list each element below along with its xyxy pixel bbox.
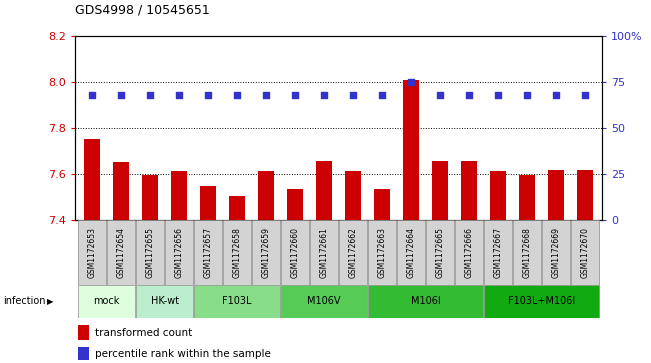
Point xyxy=(406,79,416,85)
FancyBboxPatch shape xyxy=(397,220,425,285)
Bar xyxy=(171,171,187,220)
FancyBboxPatch shape xyxy=(513,220,541,285)
FancyBboxPatch shape xyxy=(339,220,367,285)
FancyBboxPatch shape xyxy=(78,220,106,285)
Bar xyxy=(345,171,361,220)
Point xyxy=(319,92,329,98)
FancyBboxPatch shape xyxy=(281,220,309,285)
Bar xyxy=(258,171,274,220)
Text: GSM1172658: GSM1172658 xyxy=(232,227,242,278)
Point xyxy=(203,92,214,98)
FancyBboxPatch shape xyxy=(165,220,193,285)
Bar xyxy=(577,170,593,220)
Point xyxy=(290,92,300,98)
FancyBboxPatch shape xyxy=(78,285,135,318)
Bar xyxy=(287,189,303,220)
Bar xyxy=(548,170,564,220)
Bar xyxy=(113,162,129,220)
Bar xyxy=(77,325,89,340)
Point xyxy=(579,92,590,98)
Bar xyxy=(432,161,448,220)
Point xyxy=(232,92,242,98)
FancyBboxPatch shape xyxy=(455,220,483,285)
Text: M106V: M106V xyxy=(307,296,340,306)
Text: GSM1172667: GSM1172667 xyxy=(493,227,503,278)
FancyBboxPatch shape xyxy=(252,220,280,285)
Text: GSM1172670: GSM1172670 xyxy=(580,227,589,278)
Text: GSM1172660: GSM1172660 xyxy=(290,227,299,278)
Bar xyxy=(519,175,535,220)
Text: F103L+M106I: F103L+M106I xyxy=(508,296,575,306)
Text: GSM1172656: GSM1172656 xyxy=(174,227,184,278)
Bar xyxy=(200,186,216,220)
Text: GDS4998 / 10545651: GDS4998 / 10545651 xyxy=(75,3,210,16)
Point xyxy=(348,92,358,98)
Text: GSM1172657: GSM1172657 xyxy=(204,227,213,278)
Text: GSM1172663: GSM1172663 xyxy=(378,227,387,278)
Text: GSM1172653: GSM1172653 xyxy=(88,227,97,278)
Point xyxy=(87,92,98,98)
Text: F103L: F103L xyxy=(223,296,252,306)
FancyBboxPatch shape xyxy=(571,220,599,285)
Text: GSM1172655: GSM1172655 xyxy=(146,227,155,278)
Point xyxy=(145,92,156,98)
Bar xyxy=(403,80,419,220)
Text: GSM1172665: GSM1172665 xyxy=(436,227,445,278)
Bar xyxy=(77,347,89,360)
Text: GSM1172666: GSM1172666 xyxy=(464,227,473,278)
FancyBboxPatch shape xyxy=(310,220,338,285)
Text: percentile rank within the sample: percentile rank within the sample xyxy=(95,349,271,359)
Bar xyxy=(229,196,245,220)
Text: GSM1172654: GSM1172654 xyxy=(117,227,126,278)
FancyBboxPatch shape xyxy=(136,220,164,285)
FancyBboxPatch shape xyxy=(281,285,367,318)
FancyBboxPatch shape xyxy=(426,220,454,285)
FancyBboxPatch shape xyxy=(542,220,570,285)
FancyBboxPatch shape xyxy=(136,285,193,318)
Point xyxy=(174,92,184,98)
Text: GSM1172661: GSM1172661 xyxy=(320,227,329,278)
Point xyxy=(377,92,387,98)
FancyBboxPatch shape xyxy=(194,285,280,318)
FancyBboxPatch shape xyxy=(368,285,483,318)
Point xyxy=(116,92,126,98)
Bar xyxy=(84,139,100,220)
Text: GSM1172659: GSM1172659 xyxy=(262,227,271,278)
Text: M106I: M106I xyxy=(411,296,440,306)
FancyBboxPatch shape xyxy=(368,220,396,285)
FancyBboxPatch shape xyxy=(484,285,599,318)
FancyBboxPatch shape xyxy=(223,220,251,285)
Point xyxy=(261,92,271,98)
Text: HK-wt: HK-wt xyxy=(150,296,179,306)
FancyBboxPatch shape xyxy=(107,220,135,285)
Point xyxy=(435,92,445,98)
Bar xyxy=(374,189,390,220)
Bar xyxy=(490,171,506,220)
Bar xyxy=(142,175,158,220)
Text: mock: mock xyxy=(94,296,120,306)
Bar xyxy=(461,161,477,220)
FancyBboxPatch shape xyxy=(484,220,512,285)
Bar xyxy=(316,161,332,220)
Point xyxy=(521,92,532,98)
Text: GSM1172664: GSM1172664 xyxy=(406,227,415,278)
Text: transformed count: transformed count xyxy=(95,327,192,338)
Text: GSM1172669: GSM1172669 xyxy=(551,227,561,278)
Text: GSM1172662: GSM1172662 xyxy=(348,227,357,278)
FancyBboxPatch shape xyxy=(194,220,222,285)
Text: ▶: ▶ xyxy=(47,297,53,306)
Point xyxy=(493,92,503,98)
Point xyxy=(551,92,561,98)
Text: GSM1172668: GSM1172668 xyxy=(522,227,531,278)
Point xyxy=(464,92,474,98)
Text: infection: infection xyxy=(3,296,46,306)
